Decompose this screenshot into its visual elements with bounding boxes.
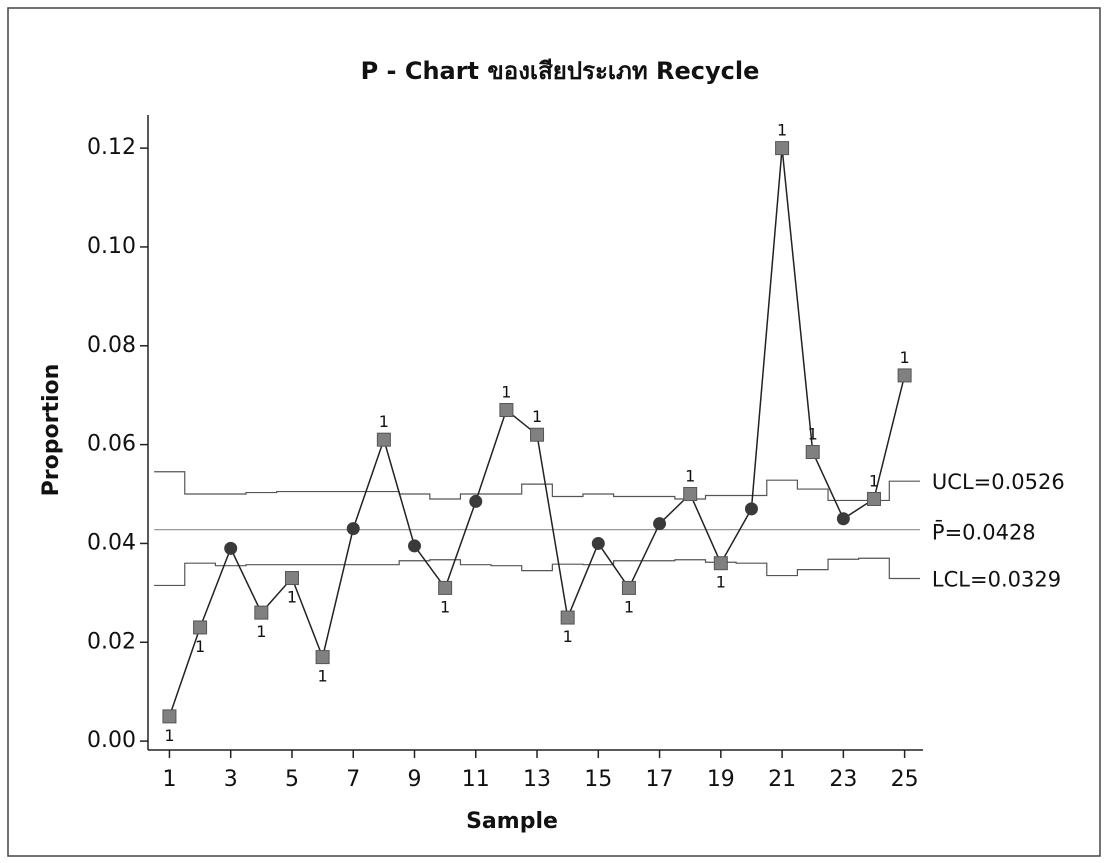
test-flag: 1 xyxy=(164,726,174,745)
y-tick-label: 0.10 xyxy=(87,234,136,259)
test-flag: 1 xyxy=(716,573,726,592)
x-tick-label: 3 xyxy=(224,767,238,792)
test-flag: 1 xyxy=(900,348,910,367)
flagged-point xyxy=(561,611,574,624)
y-tick-label: 0.06 xyxy=(87,432,136,457)
y-tick-label: 0.02 xyxy=(87,629,136,654)
flagged-point xyxy=(622,581,635,594)
flagged-point xyxy=(285,572,298,585)
test-flag: 1 xyxy=(501,383,511,402)
flagged-point xyxy=(714,557,727,570)
flagged-point xyxy=(255,606,268,619)
x-tick-label: 21 xyxy=(768,767,796,792)
x-tick-label: 13 xyxy=(523,767,551,792)
x-tick-label: 23 xyxy=(829,767,857,792)
point xyxy=(408,539,421,552)
test-flag: 1 xyxy=(287,588,297,607)
test-flag: 1 xyxy=(777,121,787,140)
chart: P - Chart ของเสียประเภท Recycle Sample P… xyxy=(0,0,1109,863)
flagged-point xyxy=(684,488,697,501)
test-flag: 1 xyxy=(685,467,695,486)
x-tick-label: 1 xyxy=(162,767,176,792)
flagged-point xyxy=(377,433,390,446)
point xyxy=(224,542,237,555)
x-tick-label: 11 xyxy=(462,767,490,792)
test-flag: 1 xyxy=(440,597,450,616)
ucl-label: UCL=0.0526 xyxy=(932,470,1065,494)
test-flag: 1 xyxy=(869,471,879,490)
flagged-point xyxy=(867,492,880,505)
lcl-label: LCL=0.0329 xyxy=(932,568,1061,592)
test-flag: 1 xyxy=(379,412,389,431)
test-flag: 1 xyxy=(563,627,573,646)
flagged-point xyxy=(500,404,513,417)
point xyxy=(469,495,482,508)
y-tick-label: 0.04 xyxy=(87,530,136,555)
x-tick-label: 17 xyxy=(646,767,674,792)
test-flag: 1 xyxy=(808,425,818,444)
x-axis-title: Sample xyxy=(466,809,558,834)
flagged-point xyxy=(194,621,207,634)
flagged-point xyxy=(439,581,452,594)
point xyxy=(347,522,360,535)
flagged-point xyxy=(531,428,544,441)
y-tick-label: 0.08 xyxy=(87,333,136,358)
point xyxy=(745,502,758,515)
flagged-point xyxy=(163,710,176,723)
flagged-point xyxy=(898,369,911,382)
x-tick-label: 15 xyxy=(584,767,612,792)
point xyxy=(653,517,666,530)
point xyxy=(592,537,605,550)
test-flag: 1 xyxy=(318,667,328,686)
center-label: P̄=0.0428 xyxy=(932,520,1036,545)
y-tick-label: 0.00 xyxy=(87,728,136,753)
x-tick-label: 7 xyxy=(346,767,360,792)
test-flag: 1 xyxy=(624,597,634,616)
y-axis-title: Proportion xyxy=(39,364,64,497)
flagged-point xyxy=(316,651,329,664)
test-flag: 1 xyxy=(532,407,542,426)
x-tick-label: 19 xyxy=(707,767,735,792)
point xyxy=(837,512,850,525)
test-flag: 1 xyxy=(195,637,205,656)
chart-title: P - Chart ของเสียประเภท Recycle xyxy=(361,57,760,85)
test-flag: 1 xyxy=(256,622,266,641)
x-tick-label: 9 xyxy=(408,767,422,792)
flagged-point xyxy=(776,142,789,155)
x-tick-label: 5 xyxy=(285,767,299,792)
x-tick-label: 25 xyxy=(891,767,919,792)
flagged-point xyxy=(806,446,819,459)
y-tick-label: 0.12 xyxy=(87,135,136,160)
